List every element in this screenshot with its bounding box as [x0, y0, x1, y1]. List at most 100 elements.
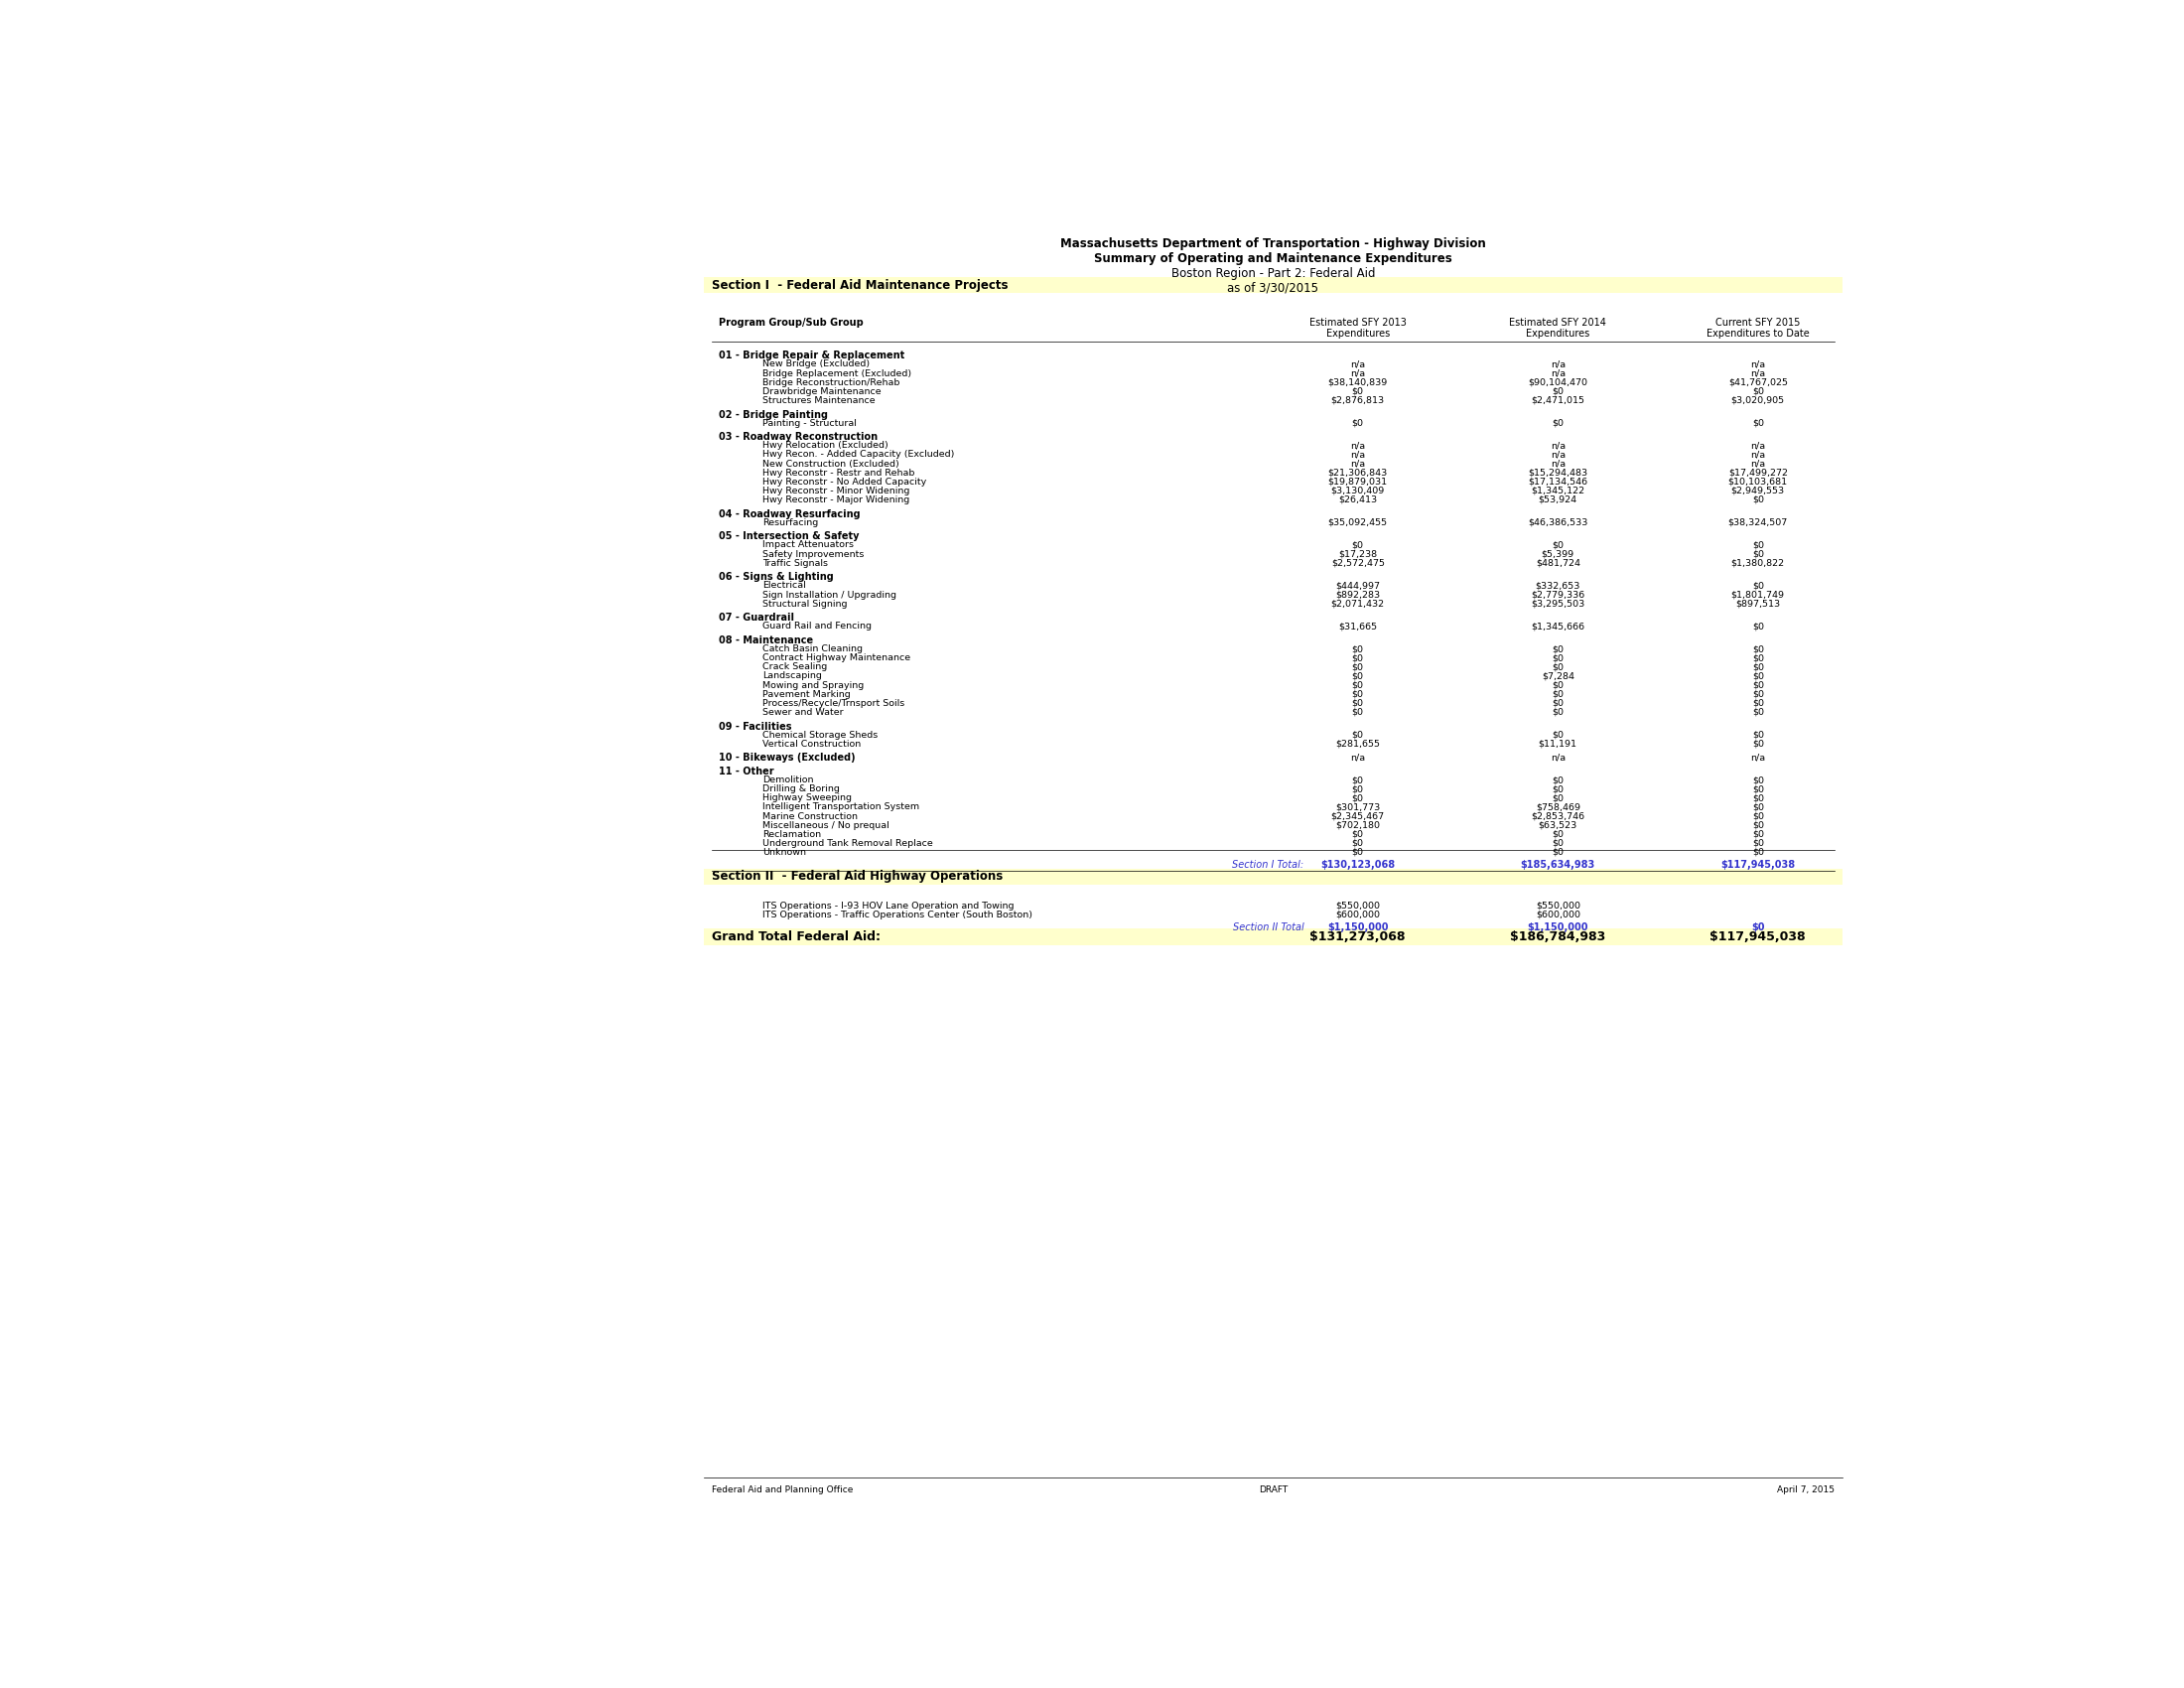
Text: $0: $0: [1752, 776, 1765, 785]
Text: $41,767,025: $41,767,025: [1728, 378, 1789, 387]
Text: 11 - Other: 11 - Other: [719, 766, 775, 776]
Text: $0: $0: [1752, 922, 1765, 932]
Text: Highway Sweeping: Highway Sweeping: [762, 793, 852, 803]
Text: $0: $0: [1352, 387, 1363, 397]
Text: Intelligent Transportation System: Intelligent Transportation System: [762, 803, 919, 812]
Text: $0: $0: [1752, 820, 1765, 830]
Text: $0: $0: [1553, 785, 1564, 793]
Text: n/a: n/a: [1551, 753, 1566, 761]
Text: Pavement Marking: Pavement Marking: [762, 690, 850, 699]
Text: $600,000: $600,000: [1535, 910, 1581, 920]
Text: Hwy Reconstr - Major Widening: Hwy Reconstr - Major Widening: [762, 495, 909, 505]
Text: Process/Recycle/Trnsport Soils: Process/Recycle/Trnsport Soils: [762, 699, 904, 707]
Text: $0: $0: [1352, 680, 1363, 690]
Text: 03 - Roadway Reconstruction: 03 - Roadway Reconstruction: [719, 432, 878, 442]
Text: Bridge Reconstruction/Rehab: Bridge Reconstruction/Rehab: [762, 378, 900, 387]
Text: Electrical: Electrical: [762, 581, 806, 591]
Text: $3,020,905: $3,020,905: [1732, 397, 1784, 405]
Text: $7,284: $7,284: [1542, 672, 1575, 680]
Text: Expenditures: Expenditures: [1527, 329, 1590, 339]
Text: $53,924: $53,924: [1538, 495, 1577, 505]
Text: $1,150,000: $1,150,000: [1328, 922, 1389, 932]
Text: $17,238: $17,238: [1339, 550, 1378, 559]
Text: $550,000: $550,000: [1334, 901, 1380, 910]
Text: Crack Sealing: Crack Sealing: [762, 663, 828, 672]
Text: $2,853,746: $2,853,746: [1531, 812, 1586, 820]
Text: $0: $0: [1553, 839, 1564, 847]
Text: $600,000: $600,000: [1334, 910, 1380, 920]
Text: Section I  - Federal Aid Maintenance Projects: Section I - Federal Aid Maintenance Proj…: [712, 279, 1007, 292]
Text: $0: $0: [1752, 653, 1765, 663]
Text: Hwy Reconstr - Minor Widening: Hwy Reconstr - Minor Widening: [762, 486, 909, 495]
Text: $2,345,467: $2,345,467: [1330, 812, 1385, 820]
Text: $1,345,122: $1,345,122: [1531, 486, 1586, 495]
Text: n/a: n/a: [1551, 451, 1566, 459]
Text: $0: $0: [1553, 830, 1564, 839]
Text: April 7, 2015: April 7, 2015: [1778, 1485, 1835, 1494]
Text: $38,324,507: $38,324,507: [1728, 518, 1789, 527]
Text: $0: $0: [1352, 645, 1363, 653]
Text: $0: $0: [1553, 776, 1564, 785]
Text: $21,306,843: $21,306,843: [1328, 468, 1387, 478]
Text: $26,413: $26,413: [1339, 495, 1378, 505]
Text: $0: $0: [1752, 621, 1765, 631]
Text: Vertical Construction: Vertical Construction: [762, 739, 860, 748]
Text: $0: $0: [1352, 847, 1363, 858]
Text: $0: $0: [1352, 830, 1363, 839]
Text: Miscellaneous / No prequal: Miscellaneous / No prequal: [762, 820, 889, 830]
Text: n/a: n/a: [1749, 441, 1765, 451]
Text: $758,469: $758,469: [1535, 803, 1581, 812]
Text: $1,345,666: $1,345,666: [1531, 621, 1586, 631]
Text: $0: $0: [1752, 540, 1765, 550]
Text: $0: $0: [1752, 645, 1765, 653]
Text: $897,513: $897,513: [1736, 599, 1780, 608]
Text: $90,104,470: $90,104,470: [1529, 378, 1588, 387]
Text: Sewer and Water: Sewer and Water: [762, 707, 843, 717]
Text: New Bridge (Excluded): New Bridge (Excluded): [762, 360, 869, 370]
Text: Chemical Storage Sheds: Chemical Storage Sheds: [762, 731, 878, 739]
Text: Section I Total:: Section I Total:: [1232, 859, 1304, 869]
Text: $17,134,546: $17,134,546: [1529, 478, 1588, 486]
Text: n/a: n/a: [1551, 441, 1566, 451]
Text: n/a: n/a: [1749, 753, 1765, 761]
Text: Hwy Recon. - Added Capacity (Excluded): Hwy Recon. - Added Capacity (Excluded): [762, 451, 954, 459]
Text: 09 - Facilities: 09 - Facilities: [719, 721, 793, 731]
Text: ITS Operations - I-93 HOV Lane Operation and Towing: ITS Operations - I-93 HOV Lane Operation…: [762, 901, 1013, 910]
Text: $332,653: $332,653: [1535, 581, 1581, 591]
Text: $17,499,272: $17,499,272: [1728, 468, 1789, 478]
Text: Program Group/Sub Group: Program Group/Sub Group: [719, 317, 865, 327]
Text: $0: $0: [1752, 731, 1765, 739]
Text: $2,572,475: $2,572,475: [1330, 559, 1385, 567]
Text: $0: $0: [1352, 776, 1363, 785]
Text: $131,273,068: $131,273,068: [1310, 930, 1406, 944]
Text: $702,180: $702,180: [1334, 820, 1380, 830]
Text: New Construction (Excluded): New Construction (Excluded): [762, 459, 900, 468]
Text: 08 - Maintenance: 08 - Maintenance: [719, 636, 815, 645]
Text: $0: $0: [1752, 495, 1765, 505]
Text: $0: $0: [1352, 663, 1363, 672]
Text: n/a: n/a: [1749, 360, 1765, 370]
Text: Safety Improvements: Safety Improvements: [762, 550, 865, 559]
Text: $2,471,015: $2,471,015: [1531, 397, 1586, 405]
Text: $0: $0: [1553, 731, 1564, 739]
Text: $63,523: $63,523: [1538, 820, 1577, 830]
Text: $0: $0: [1553, 387, 1564, 397]
Text: n/a: n/a: [1350, 441, 1365, 451]
Text: $0: $0: [1352, 793, 1363, 803]
Text: Impact Attenuators: Impact Attenuators: [762, 540, 854, 550]
Text: Unknown: Unknown: [762, 847, 806, 858]
Text: $10,103,681: $10,103,681: [1728, 478, 1789, 486]
Text: $0: $0: [1752, 739, 1765, 748]
Text: ITS Operations - Traffic Operations Center (South Boston): ITS Operations - Traffic Operations Cent…: [762, 910, 1033, 920]
Text: $0: $0: [1553, 793, 1564, 803]
Text: Estimated SFY 2013: Estimated SFY 2013: [1308, 317, 1406, 327]
Text: $2,949,553: $2,949,553: [1732, 486, 1784, 495]
Text: $0: $0: [1752, 830, 1765, 839]
Text: Expenditures to Date: Expenditures to Date: [1706, 329, 1808, 339]
Text: 01 - Bridge Repair & Replacement: 01 - Bridge Repair & Replacement: [719, 351, 904, 361]
Text: $1,801,749: $1,801,749: [1732, 591, 1784, 599]
Text: $0: $0: [1553, 699, 1564, 707]
Text: n/a: n/a: [1551, 360, 1566, 370]
Text: Marine Construction: Marine Construction: [762, 812, 858, 820]
Text: Boston Region - Part 2: Federal Aid: Boston Region - Part 2: Federal Aid: [1171, 267, 1376, 280]
